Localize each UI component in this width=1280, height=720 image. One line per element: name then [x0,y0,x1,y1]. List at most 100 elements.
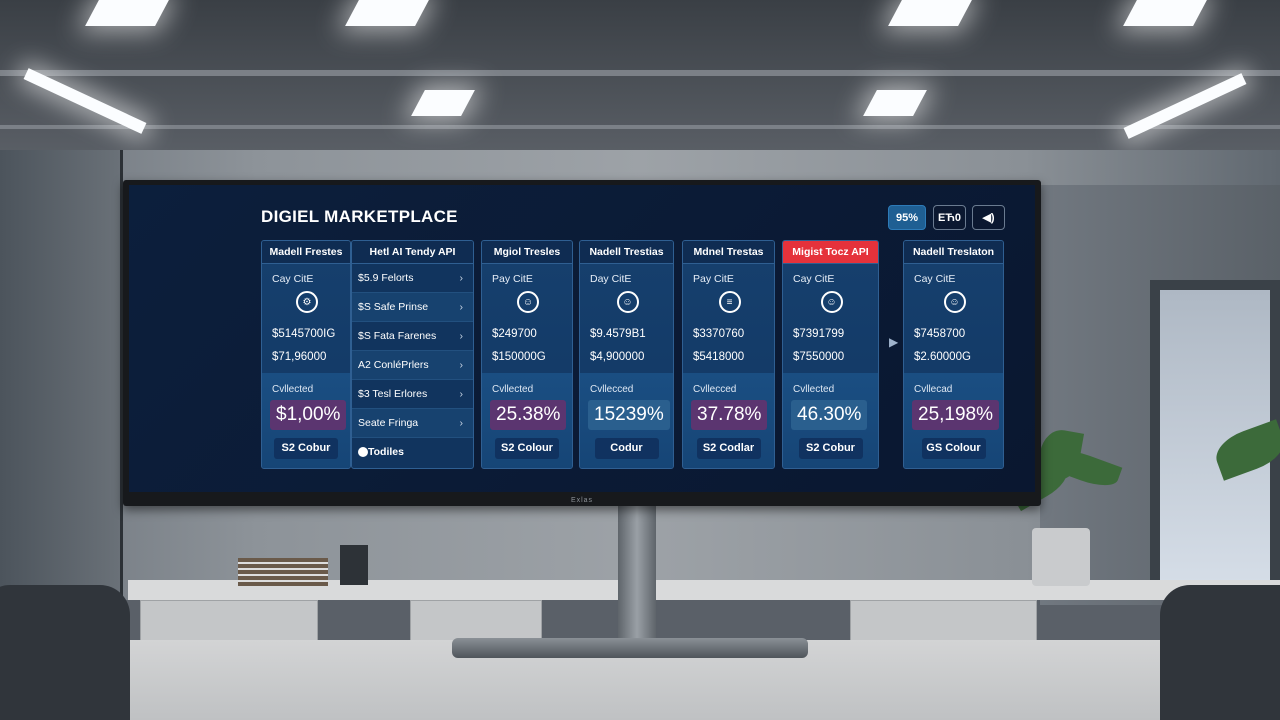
collected-label: Cvllected [272,384,314,395]
percent-badge: 46.30% [791,400,868,430]
ceiling [0,0,1280,160]
card-title: Mdnel Trestas [683,241,774,264]
todiles-button[interactable]: Todiles [352,438,473,466]
card-title: Nadell Trestias [580,241,673,264]
card-title: Nadell Treslaton [904,241,1003,264]
percent-badge: 25,198% [912,400,1000,430]
card-value-primary: $7458700 [914,328,966,340]
smiley-icon: ☺ [517,291,539,313]
ceiling-pipe [0,125,1280,129]
dashboard-screen: DIGIEL MARKETPLACE 95% ЕЋ0 ◀) Madell Fre… [129,185,1035,492]
card-value-secondary: $2.60000G [914,351,971,363]
listing-card[interactable]: Madell Frestes Cay CitE ⚙ $5145700IG $71… [261,240,351,469]
menu-item[interactable]: $5.9 Felorts › [352,264,473,293]
card-value-primary: $249700 [492,328,537,340]
app-title: DIGIEL MARKETPLACE [261,207,458,226]
zoom-button[interactable]: 95% [888,205,926,230]
percent-badge: 15239% [588,400,670,430]
book-stack [238,558,328,586]
api-menu-card: Hetl AI Tendy API $5.9 Felorts › $S Safe … [351,240,474,469]
ceiling-light [888,0,972,26]
card-value-secondary: $150000G [492,351,546,363]
smiley-icon: ☺ [616,291,639,313]
card-value-secondary: $4,900000 [590,351,645,363]
collected-label: Cvllecced [693,384,737,395]
card-label: Cay CitE [914,273,956,285]
menu-card-title: Hetl AI Tendy API [352,241,473,264]
pen-cup [340,545,368,585]
monitor-stand-base [452,638,808,658]
menu-item-label: $S Fata Farenes [358,330,437,342]
card-value-primary: $7391799 [793,328,845,340]
chair [0,585,130,720]
cabinet-drawer [850,600,1037,642]
plant-pot [1032,528,1090,586]
listing-card[interactable]: Migist Tocz API Cay CitE ☺ $7391799 $755… [782,240,879,469]
colour-button[interactable]: Codur [594,438,659,459]
card-label: Cay CitE [272,273,314,285]
card-title: Migist Tocz API [783,241,878,264]
card-label: Pay CitE [492,273,533,285]
settings-icon: ⚙ [296,291,318,313]
menu-item-label: $5.9 Felorts [358,272,414,284]
menu-item-label: Seate Fringa [358,417,419,429]
menu-item[interactable]: A2 ConléPrlers › [352,351,473,380]
glass-partition [0,150,123,630]
menu-item[interactable]: $S Safe Prinse › [352,293,473,322]
listing-card[interactable]: Mgiol Tresles Pay CitE ☺ $249700 $150000… [481,240,573,469]
chevron-right-icon: › [459,359,464,371]
ceiling-light [1123,0,1207,26]
sideboard [128,580,1280,600]
card-value-secondary: $5418000 [693,351,745,363]
card-label: Day CitE [590,273,632,285]
menu-item-label: $3 Tesl Erlores [358,388,428,400]
chevron-right-icon: › [459,330,464,342]
listing-card[interactable]: Nadell Trestias Day CitE ☺ $9.4579B1 $4,… [579,240,674,469]
card-value-primary: $9.4579B1 [590,328,646,340]
percent-badge: 37.78% [691,400,768,430]
cabinet-drawer [410,600,542,642]
ceiling-pipe [0,70,1280,76]
colour-button[interactable]: S2 Colour [495,438,559,459]
todiles-label: Todiles [368,446,404,458]
chevron-right-icon: › [459,301,464,313]
chevron-right-icon: › [459,388,464,400]
collected-label: Cvllected [793,384,835,395]
chevron-right-icon: › [459,417,464,429]
card-title: Madell Frestes [262,241,350,264]
chevron-right-icon[interactable]: ▶ [889,335,899,349]
collected-label: Cvllecced [590,384,634,395]
toolbar-button[interactable]: ЕЋ0 [933,205,966,230]
card-value-primary: $5145700IG [272,328,336,340]
sound-button[interactable]: ◀) [972,205,1005,230]
card-title: Mgiol Tresles [482,241,572,264]
smiley-icon: ☺ [820,291,843,313]
colour-button[interactable]: S2 Codlar [696,438,761,459]
smiley-icon: ☺ [943,291,966,313]
monitor-brand-logo: Exlas [570,497,594,504]
colour-button[interactable]: S2 Cobur [798,438,863,459]
card-value-secondary: $71,96000 [272,351,327,363]
collected-label: Cvllected [492,384,534,395]
colour-button[interactable]: GS Colour [921,438,986,459]
chair [1160,585,1280,720]
ceiling-light [345,0,429,26]
card-label: Pay CitE [693,273,734,285]
card-value-secondary: $7550000 [793,351,845,363]
listing-card[interactable]: Nadell Treslaton Cay CitE ☺ $7458700 $2.… [903,240,1004,469]
cabinet-drawer [140,600,318,642]
menu-item[interactable]: Seate Fringa › [352,409,473,438]
monitor: DIGIEL MARKETPLACE 95% ЕЋ0 ◀) Madell Fre… [123,180,1041,506]
menu-icon: ≡ [718,291,741,313]
menu-item-label: $S Safe Prinse [358,301,429,313]
radio-icon [358,447,368,457]
percent-badge: 25.38% [490,400,567,430]
monitor-stand [618,505,656,645]
menu-item[interactable]: $S Fata Farenes › [352,322,473,351]
listing-card[interactable]: Mdnel Trestas Pay CitE ≡ $3370760 $54180… [682,240,775,469]
card-value-primary: $3370760 [693,328,745,340]
menu-item-label: A2 ConléPrlers [358,359,429,371]
menu-item[interactable]: $3 Tesl Erlores › [352,380,473,409]
chevron-right-icon: › [459,272,464,284]
colour-button[interactable]: S2 Cobur [274,438,338,459]
